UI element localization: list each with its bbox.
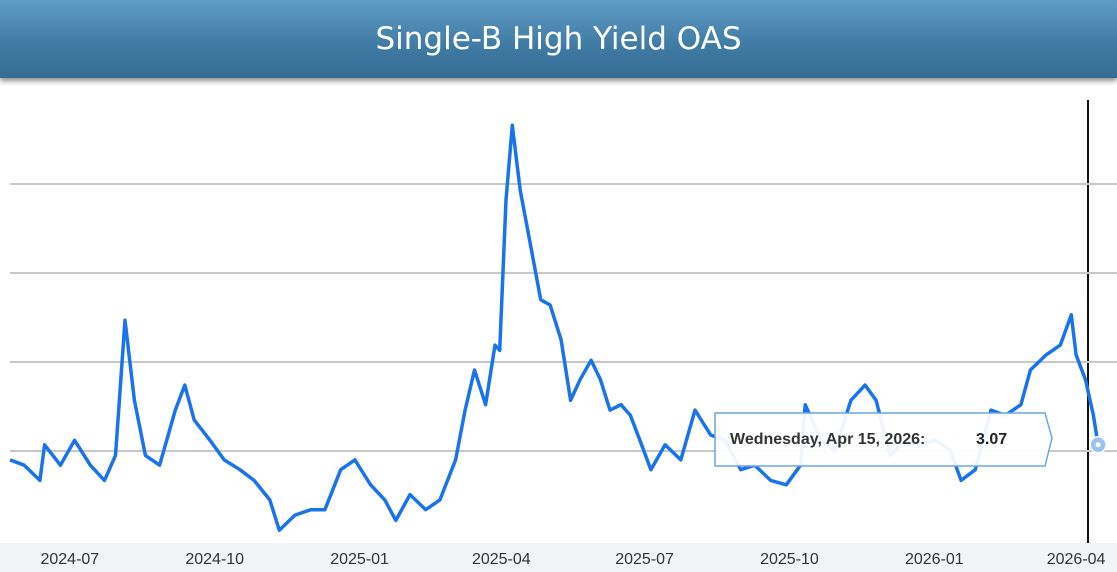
x-tick-label: 2025-01 [330, 551, 389, 568]
tooltip: Wednesday, Apr 15, 2026: 3.07 [714, 412, 1053, 467]
x-tick-label: 2025-04 [472, 551, 531, 568]
x-tick-label: 2024-10 [185, 551, 244, 568]
hover-core [1095, 442, 1101, 448]
tooltip-box [714, 412, 1053, 467]
x-tick-label: 2024-07 [40, 551, 99, 568]
x-tick-label: 2026-04 [1047, 551, 1106, 568]
tooltip-value: 3.07 [976, 431, 1007, 448]
x-tick-label: 2025-07 [615, 551, 674, 568]
x-tick-label: 2026-01 [905, 551, 964, 568]
x-axis-band [0, 543, 1117, 572]
chart-title: Single-B High Yield OAS [0, 0, 1117, 78]
x-tick-label: 2025-10 [760, 551, 819, 568]
tooltip-label: Wednesday, Apr 15, 2026: [730, 431, 925, 448]
line [9, 123, 1100, 532]
